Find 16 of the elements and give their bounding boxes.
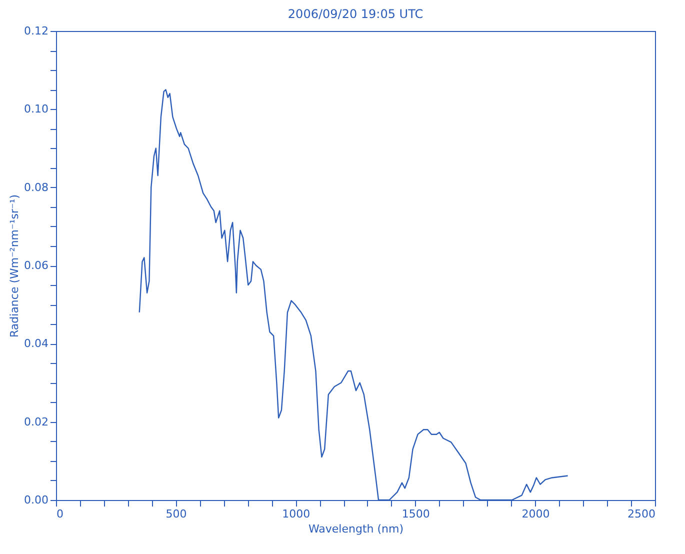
x-tick-label: 2500 xyxy=(628,508,656,520)
x-axis-title: Wavelength (nm) xyxy=(308,522,404,536)
chart-title: 2006/09/20 19:05 UTC xyxy=(288,7,424,21)
y-tick-label: 0.06 xyxy=(24,259,48,272)
y-axis-title: Radiance (Wm⁻²nm⁻¹sr⁻¹) xyxy=(8,194,22,338)
y-tick-label: 0.10 xyxy=(24,102,48,116)
y-tick-label: 0.02 xyxy=(24,415,48,428)
x-tick-label: 1500 xyxy=(402,508,430,520)
x-tick-label: 0 xyxy=(56,508,64,520)
y-tick-label: 0.04 xyxy=(24,337,48,350)
y-tick-label: 0.12 xyxy=(24,24,48,38)
y-tick-label: 0.08 xyxy=(24,180,48,194)
y-tick-label: 0.00 xyxy=(24,494,48,506)
x-tick-label: 2000 xyxy=(522,508,550,520)
x-tick-label: 500 xyxy=(166,508,187,520)
x-tick-label: 1000 xyxy=(282,508,310,520)
